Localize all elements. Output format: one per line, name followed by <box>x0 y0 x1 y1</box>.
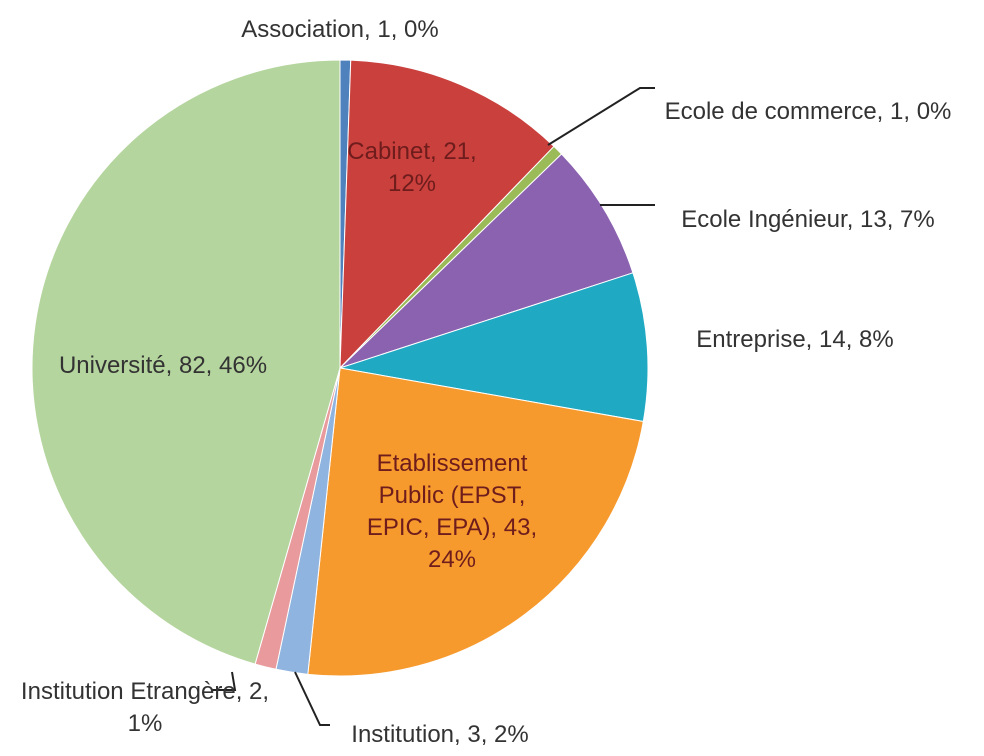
pie-slice <box>339 153 634 369</box>
data-label: Etablissement Public (EPST, EPIC, EPA), … <box>366 450 538 573</box>
data-label: Ecole de commerce, 1, 0% <box>664 98 952 125</box>
pie-slice <box>339 59 555 370</box>
leader-line <box>547 87 655 146</box>
data-label: Université, 82, 46% <box>58 352 268 379</box>
data-label: Entreprise, 14, 8% <box>696 326 894 353</box>
leader-lines <box>212 87 655 726</box>
data-label: Institution, 3, 2% <box>351 721 529 748</box>
leader-line <box>212 671 237 691</box>
pie-slice <box>339 272 649 423</box>
leader-line <box>294 671 330 726</box>
pie-slice <box>307 367 644 677</box>
data-label: Cabinet, 21, 12% <box>347 138 477 197</box>
data-label: Ecole Ingénieur, 13, 7% <box>681 206 935 233</box>
pie-slice <box>31 59 341 665</box>
slices <box>31 59 649 677</box>
data-label: Association, 1, 0% <box>241 16 439 43</box>
data-label: Institution Etrangère, 2, 1% <box>20 678 270 737</box>
